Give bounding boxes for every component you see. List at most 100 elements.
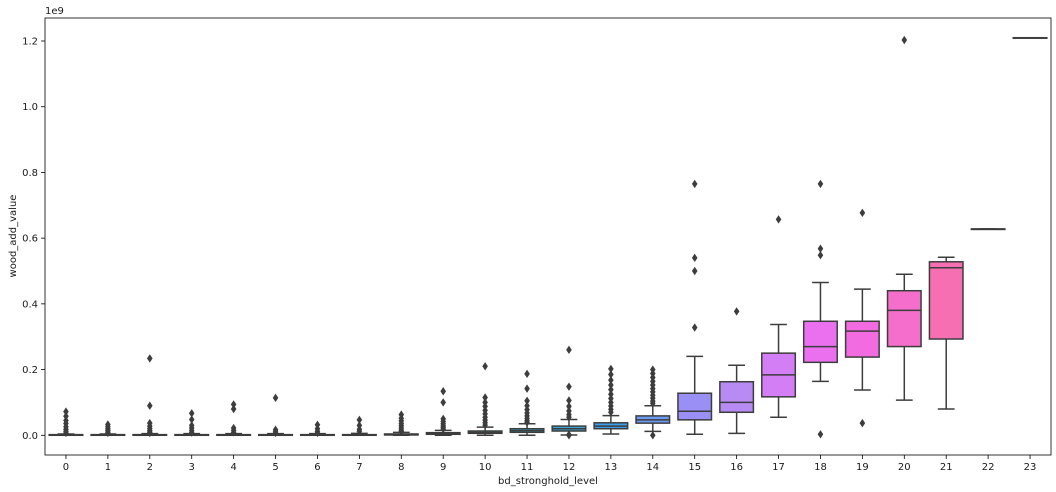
box-group-5 [258, 393, 294, 438]
x-tick-label: 8 [398, 462, 404, 473]
outlier-point [398, 427, 405, 436]
box-group-1 [90, 420, 126, 438]
box-group-2 [132, 354, 168, 438]
box-group-11 [509, 369, 545, 437]
box-group-19 [844, 208, 880, 428]
box-group-4 [216, 400, 252, 437]
x-tick-label: 23 [1024, 462, 1037, 473]
outlier-point [649, 431, 656, 440]
y-axis-label: wood_add_value [8, 195, 19, 278]
x-tick-label: 19 [856, 462, 869, 473]
outlier-point [649, 399, 656, 408]
y-tick-label: 1.0 [22, 102, 38, 113]
outlier-point [608, 408, 614, 417]
outlier-point [440, 424, 447, 434]
x-tick-label: 16 [730, 462, 743, 473]
y-tick-label: 0.0 [22, 431, 38, 442]
outlier-point [272, 393, 279, 403]
box-group-6 [299, 420, 335, 438]
outlier-point [146, 354, 153, 363]
outlier-point [691, 253, 698, 263]
outlier-point [230, 404, 237, 414]
x-tick-label: 9 [440, 462, 446, 473]
x-tick-label: 11 [521, 462, 534, 473]
outlier-point [524, 418, 530, 427]
outlier-point [482, 393, 488, 402]
outlier-point [608, 380, 614, 390]
box-group-14 [635, 365, 671, 440]
box-group-16 [719, 307, 755, 435]
outlier-point [859, 418, 866, 428]
box-group-15 [677, 179, 713, 436]
outlier-point [817, 251, 824, 260]
box-group-3 [174, 409, 210, 437]
outlier-point [566, 345, 572, 355]
outlier-point [63, 407, 69, 416]
x-tick-label: 7 [356, 462, 362, 473]
y-offset-label: 1e9 [45, 6, 64, 17]
outlier-point [608, 390, 614, 399]
y-tick-label: 0.2 [22, 365, 38, 376]
outlier-point [272, 428, 279, 438]
x-tick-label: 3 [189, 462, 195, 473]
outlier-point [691, 323, 698, 332]
x-tick-label: 13 [605, 462, 618, 473]
box-group-22 [970, 228, 1006, 231]
outlier-point [608, 375, 614, 385]
outlier-point [356, 427, 363, 436]
outlier-point [188, 415, 195, 424]
outlier-point [566, 413, 572, 422]
outlier-point [63, 428, 69, 438]
outlier-point [608, 364, 614, 374]
box-group-10 [467, 362, 503, 437]
outlier-point [146, 428, 153, 438]
x-tick-label: 17 [772, 462, 785, 473]
outlier-point [566, 402, 572, 411]
ticks-layer: 0.00.20.40.60.81.01.20 1 2 3 4 5 6 7 8 9 10 11 12 13 1… [22, 37, 1036, 474]
boxes-layer [48, 35, 1048, 440]
outlier-point [691, 266, 698, 276]
box-group-20 [886, 35, 922, 401]
outlier-point [608, 385, 614, 394]
x-tick-label: 6 [314, 462, 320, 473]
outlier-point [146, 401, 153, 410]
outlier-point [859, 208, 866, 218]
x-tick-label: 5 [272, 462, 278, 473]
outlier-point [230, 400, 237, 409]
y-tick-label: 1.2 [22, 37, 38, 48]
outlier-point [356, 415, 363, 425]
x-tick-label: 18 [814, 462, 827, 473]
outlier-point [524, 384, 530, 393]
outlier-point [901, 35, 908, 45]
box-iqr [677, 392, 713, 421]
outlier-point [440, 398, 447, 407]
outlier-point [314, 428, 321, 438]
outlier-point [566, 396, 572, 405]
outlier-point [188, 428, 195, 437]
outlier-point [733, 307, 740, 316]
outlier-point [524, 369, 530, 379]
x-tick-label: 0 [63, 462, 69, 473]
box-group-18 [802, 179, 838, 439]
outlier-point [524, 396, 530, 405]
outlier-point [230, 428, 237, 437]
outlier-point [188, 409, 195, 418]
plot-area-frame [44, 17, 1052, 456]
box-group-12 [551, 345, 587, 440]
outlier-point [440, 387, 447, 396]
x-axis-label: bd_stronghold_level [498, 476, 598, 487]
outlier-point [817, 244, 824, 253]
x-tick-label: 22 [982, 462, 995, 473]
y-tick-label: 0.6 [22, 234, 38, 245]
box-group-0 [48, 407, 84, 438]
outlier-point [817, 430, 824, 439]
x-tick-label: 12 [563, 462, 576, 473]
box-group-8 [383, 410, 419, 437]
outlier-point [482, 420, 488, 430]
outlier-point [817, 179, 824, 189]
x-tick-label: 15 [688, 462, 701, 473]
outlier-point [775, 215, 782, 224]
x-tick-label: 21 [940, 462, 953, 473]
box-iqr [886, 289, 922, 348]
